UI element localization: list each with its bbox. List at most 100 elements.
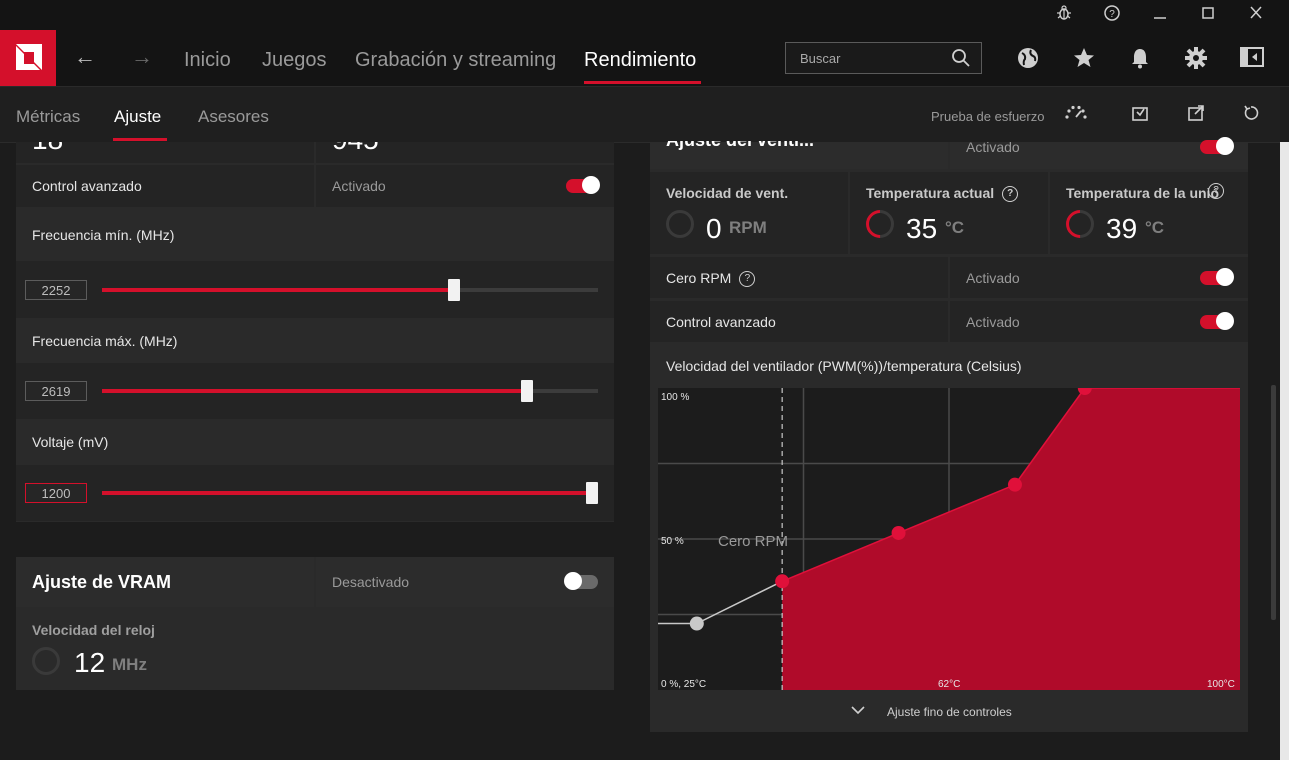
fan-advanced-toggle[interactable]: [1200, 312, 1234, 330]
main-nav: [0, 30, 1289, 87]
reset-icon[interactable]: [1240, 104, 1262, 126]
help-icon[interactable]: ?: [1099, 4, 1125, 26]
scrollbar[interactable]: [1271, 385, 1276, 620]
zero-rpm-zone-label: Cero RPM: [718, 533, 788, 550]
advanced-control-label: Control avanzado: [32, 178, 142, 194]
curve-point-3: [1007, 477, 1022, 492]
max-freq-fill: [102, 389, 527, 393]
minimize-icon[interactable]: [1147, 4, 1173, 26]
current-temp-cell: [850, 172, 1048, 254]
max-freq-value[interactable]: 2619: [25, 381, 87, 401]
curve-point-0: [689, 616, 704, 631]
zero-rpm-label: Cero RPM?: [666, 270, 756, 288]
advanced-control-toggle[interactable]: [566, 176, 600, 194]
import-icon[interactable]: [1129, 104, 1151, 126]
curve-points: [689, 388, 1092, 631]
nav-item-juegos[interactable]: Juegos: [262, 49, 327, 71]
fan-speed-unit: RPM: [729, 218, 767, 237]
fan-advanced-label: Control avanzado: [666, 314, 776, 330]
help-icon[interactable]: ?: [1208, 183, 1224, 199]
tab-metricas[interactable]: Métricas: [16, 107, 81, 126]
voltage-slider-thumb[interactable]: [586, 482, 598, 504]
voltage-fill: [102, 491, 592, 495]
min-freq-slider-thumb[interactable]: [448, 279, 460, 301]
stress-test-label[interactable]: Prueba de esfuerzo: [931, 109, 1045, 124]
fan-curve-title: Velocidad del ventilador (PWM(%))/temper…: [666, 358, 1022, 374]
zero-rpm-status: Activado: [966, 270, 1020, 286]
vram-toggle[interactable]: [564, 572, 598, 590]
nav-item-inicio[interactable]: Inicio: [184, 49, 231, 71]
vram-clock-value: 12: [74, 647, 106, 678]
globe-icon[interactable]: [1015, 46, 1041, 72]
min-freq-fill: [102, 288, 454, 292]
zero-rpm-status-cell: [950, 257, 1248, 298]
close-icon[interactable]: [1243, 4, 1269, 26]
zero-rpm-label-text: Cero RPM: [666, 270, 732, 286]
tab-ajuste[interactable]: Ajuste: [114, 107, 162, 126]
zero-rpm-toggle[interactable]: [1200, 268, 1234, 286]
fan-curve-chart[interactable]: 100 % 50 % 0 %, 25°C 62°C 100°C Cero RPM: [658, 388, 1240, 690]
svg-text:?: ?: [1109, 9, 1115, 20]
y-tick-top: 100 %: [661, 392, 689, 403]
window-edge: [1280, 142, 1289, 760]
current-temp-label: Temperatura actual?: [866, 185, 1019, 203]
fan-title-cell: [650, 142, 948, 169]
help-icon[interactable]: ?: [739, 271, 756, 288]
forward-arrow-icon[interactable]: →: [131, 44, 153, 69]
fan-speed-gauge-icon: [666, 210, 694, 238]
back-arrow-icon[interactable]: ←: [74, 44, 96, 69]
amd-logo-icon[interactable]: [0, 30, 56, 86]
voltage-label: Voltaje (mV): [32, 434, 109, 450]
max-freq-label: Frecuencia máx. (MHz): [32, 333, 178, 349]
stress-gauge-icon[interactable]: [1064, 104, 1087, 126]
current-temp-label-text: Temperatura actual: [866, 185, 995, 201]
min-freq-value[interactable]: 2252: [25, 280, 87, 300]
junction-temp-unit: °C: [1145, 218, 1165, 237]
fan-advanced-label-cell: [650, 301, 948, 342]
search-icon[interactable]: [951, 48, 971, 73]
title-bar: ?: [0, 0, 1289, 30]
tab-asesores[interactable]: Asesores: [198, 107, 269, 126]
fan-status-cell: [950, 142, 1248, 169]
chevron-down-icon[interactable]: [851, 702, 865, 718]
voltage-value[interactable]: 1200: [25, 483, 87, 503]
y-tick-mid: 50 %: [661, 536, 684, 547]
bell-icon[interactable]: [1127, 46, 1153, 72]
origin-tick: 0 %, 25°C: [661, 679, 706, 690]
gear-icon[interactable]: [1183, 46, 1209, 72]
star-icon[interactable]: [1071, 46, 1097, 72]
top-cut-cell-right: [316, 142, 614, 163]
advanced-control-label-cell: [16, 165, 314, 207]
advanced-control-status-cell: [316, 165, 614, 207]
active-tab-underline: [113, 138, 167, 141]
min-freq-label: Frecuencia mín. (MHz): [32, 227, 175, 243]
fine-tune-label[interactable]: Ajuste fino de controles: [887, 705, 1012, 719]
export-icon[interactable]: [1185, 104, 1207, 126]
search-input[interactable]: Buscar: [785, 42, 982, 74]
curve-point-2: [891, 525, 906, 540]
fan-title: Ajuste del venti...: [666, 141, 814, 151]
fan-toggle[interactable]: [1200, 137, 1234, 155]
sub-nav: [0, 87, 1280, 143]
fan-advanced-status-cell: [950, 301, 1248, 342]
zero-rpm-label-cell: [650, 257, 948, 298]
curve-area: [782, 388, 1240, 690]
fan-status: Activado: [966, 139, 1020, 155]
maximize-icon[interactable]: [1195, 4, 1221, 26]
top-cut-value-right: 945: [332, 142, 379, 156]
search-placeholder: Buscar: [800, 51, 841, 66]
max-freq-slider-thumb[interactable]: [521, 380, 533, 402]
vram-title: Ajuste de VRAM: [32, 572, 172, 592]
vram-clock-label: Velocidad del reloj: [32, 622, 155, 638]
nav-item-grabacion[interactable]: Grabación y streaming: [355, 49, 557, 71]
help-icon[interactable]: ?: [1002, 186, 1019, 203]
top-cut-cell-left: [16, 142, 314, 163]
fan-speed-value: 0: [706, 213, 722, 244]
sidebar-toggle-icon[interactable]: [1239, 46, 1265, 72]
bug-icon[interactable]: [1051, 4, 1077, 26]
current-temp-value: 35: [906, 213, 938, 244]
junction-temp-label: Temperatura de la unió: [1066, 185, 1219, 201]
fan-speed-label: Velocidad de vent.: [666, 185, 789, 201]
curve-point-4: [1077, 388, 1092, 395]
nav-item-rendimiento[interactable]: Rendimiento: [584, 49, 697, 71]
